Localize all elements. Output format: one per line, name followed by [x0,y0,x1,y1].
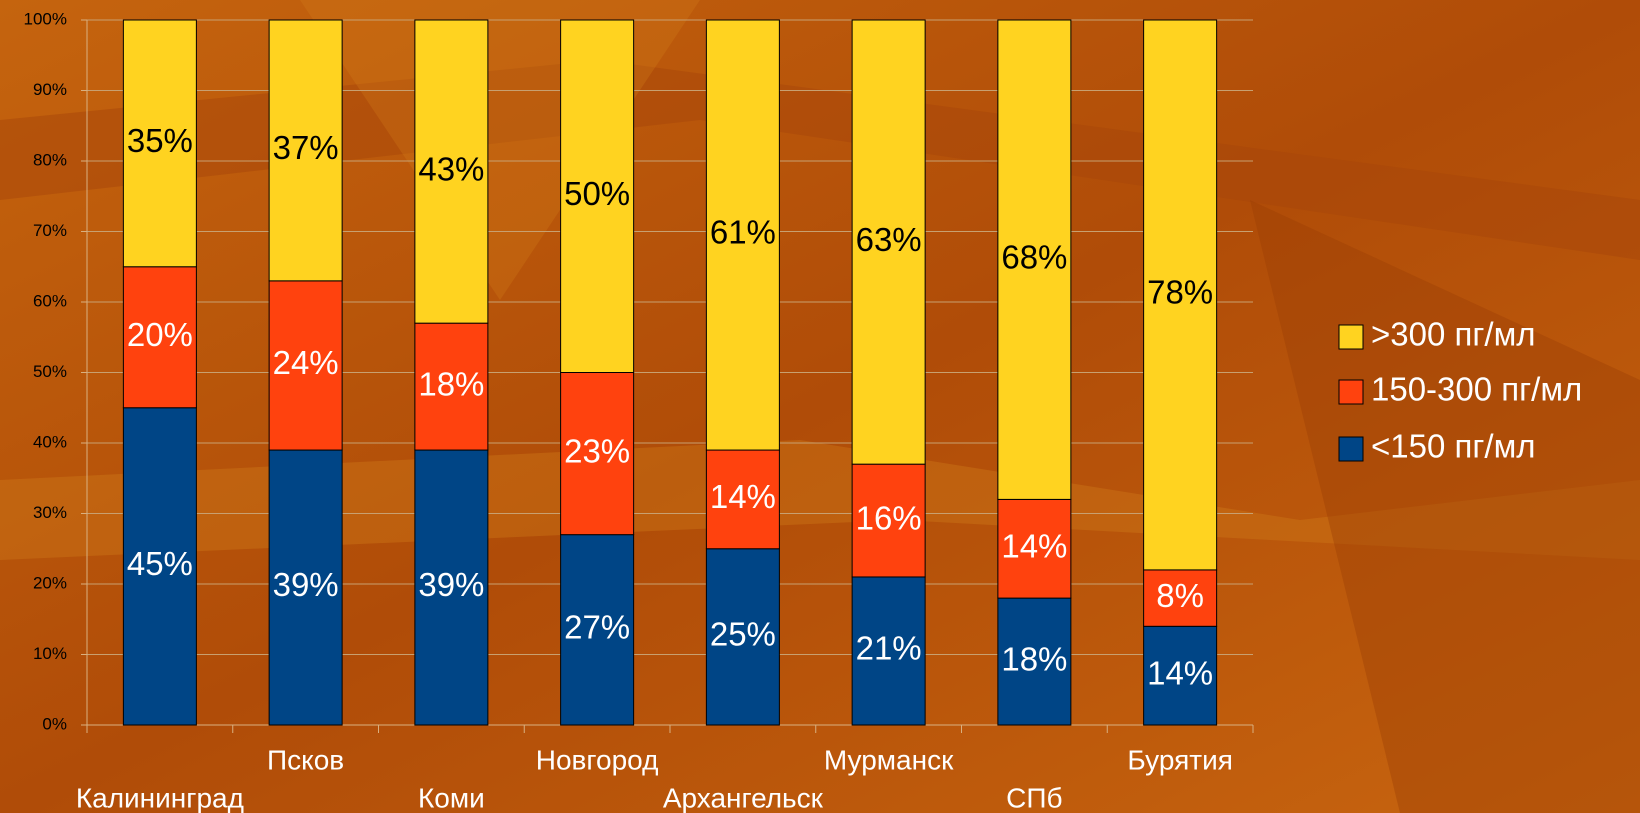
x-tick-label: Архангельск [663,782,824,813]
bar-segment [122,266,197,409]
legend-label: >300 пг/мл [1371,316,1536,353]
bar-segment [414,449,489,726]
value-label: 39% [273,566,339,603]
bar-segment [560,372,635,536]
legend-swatch [1338,379,1364,405]
x-tick-label: Калининград [76,782,244,813]
y-tick-label: 50% [33,362,67,381]
bg-shape [0,60,1640,260]
value-label: 63% [856,221,922,258]
value-label: 14% [710,478,776,515]
x-tick-label: Псков [267,744,344,775]
x-tick-label: Бурятия [1127,744,1233,775]
value-label: 37% [273,129,339,166]
bar-segment [997,597,1072,726]
bar-segment [705,449,780,550]
bar-segment [268,449,343,726]
y-tick-label: 10% [33,644,67,663]
legend-label: <150 пг/мл [1371,428,1536,465]
y-tick-label: 90% [33,80,67,99]
value-label: 61% [710,214,776,251]
y-tick-label: 0% [42,714,67,733]
value-label: 39% [418,566,484,603]
bar-segment [122,407,197,726]
value-label: 20% [127,316,193,353]
bar-segment [997,498,1072,599]
value-label: 78% [1147,274,1213,311]
value-label: 35% [127,122,193,159]
bar-segment [268,280,343,451]
bar-segment [851,19,926,465]
value-label: 14% [1001,527,1067,564]
value-label: 24% [273,344,339,381]
bar-segment [705,19,780,451]
bar-segment [705,548,780,726]
bar-segment [268,19,343,282]
value-label: 18% [1001,640,1067,677]
bar-segment [414,322,489,451]
y-tick-label: 60% [33,291,67,310]
legend-label: 150-300 пг/мл [1371,371,1582,408]
x-tick-label: Коми [418,782,485,813]
value-label: 25% [710,616,776,653]
legend-swatch [1338,324,1364,350]
bar-segment [1143,19,1218,571]
bar-segment [414,19,489,324]
y-tick-label: 100% [24,9,67,28]
bar-segment [560,19,635,373]
bar-segment [851,463,926,578]
value-label: 16% [856,499,922,536]
y-tick-label: 40% [33,432,67,451]
value-label: 43% [418,150,484,187]
value-label: 18% [418,365,484,402]
y-tick-label: 20% [33,573,67,592]
legend-swatch [1338,436,1364,462]
x-tick-label: Мурманск [824,744,954,775]
value-label: 8% [1156,577,1204,614]
y-tick-label: 30% [33,503,67,522]
value-label: 68% [1001,238,1067,275]
bar-segment [851,576,926,726]
y-tick-label: 80% [33,150,67,169]
bar-segment [560,534,635,726]
bar-segment [1143,569,1218,627]
x-tick-label: СПб [1006,782,1062,813]
bar-segment [122,19,197,268]
bg-shape [0,440,1640,560]
value-label: 23% [564,432,630,469]
y-tick-label: 70% [33,221,67,240]
bar-segment [1143,625,1218,726]
bg-shape [1250,200,1640,813]
x-tick-label: Новгород [536,744,659,775]
value-label: 45% [127,545,193,582]
bar-segment [997,19,1072,500]
value-label: 14% [1147,654,1213,691]
value-label: 50% [564,175,630,212]
value-label: 27% [564,609,630,646]
value-label: 21% [856,630,922,667]
